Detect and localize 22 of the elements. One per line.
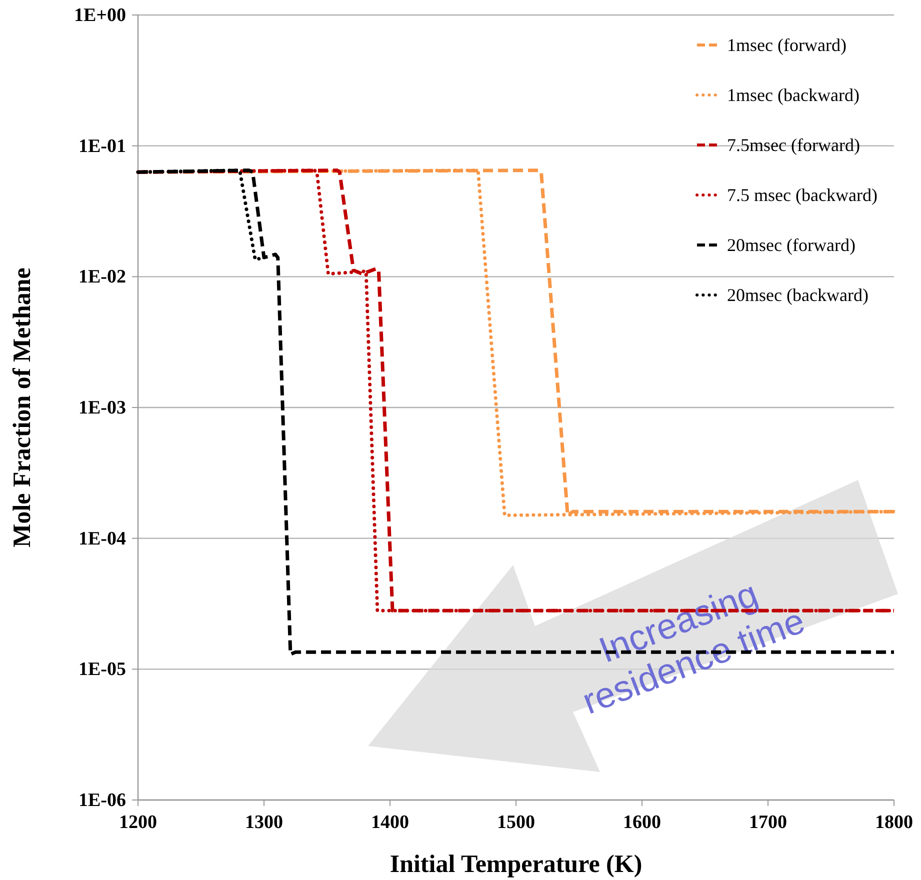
y-tick-label: 1E-02	[78, 266, 126, 288]
legend-label: 7.5 msec (backward)	[727, 185, 878, 205]
legend-label: 7.5msec (forward)	[727, 135, 860, 155]
y-tick-label: 1E-05	[78, 659, 126, 680]
y-tick-label: 1E-01	[78, 136, 126, 157]
y-axis-title: Mole Fraction of Methane	[9, 268, 36, 548]
x-tick-label: 1500	[497, 812, 535, 833]
x-tick-label: 1800	[875, 812, 913, 833]
legend-label: 1msec (backward)	[727, 85, 860, 105]
y-tick-label: 1E+00	[74, 5, 126, 26]
x-tick-label: 1600	[623, 812, 661, 833]
legend-label: 1msec (forward)	[727, 35, 846, 55]
legend-label: 20msec (forward)	[727, 235, 856, 255]
x-tick-label: 1300	[245, 812, 283, 833]
legend-label: 20msec (backward)	[727, 285, 868, 305]
x-tick-label: 1200	[119, 812, 157, 833]
x-tick-label: 1700	[749, 812, 787, 833]
x-axis-title: Initial Temperature (K)	[390, 851, 642, 878]
x-tick-label: 1400	[371, 812, 409, 833]
y-tick-label: 1E-04	[78, 528, 126, 550]
y-tick-label: 1E-06	[78, 790, 126, 811]
y-tick-label: 1E-03	[78, 398, 126, 418]
